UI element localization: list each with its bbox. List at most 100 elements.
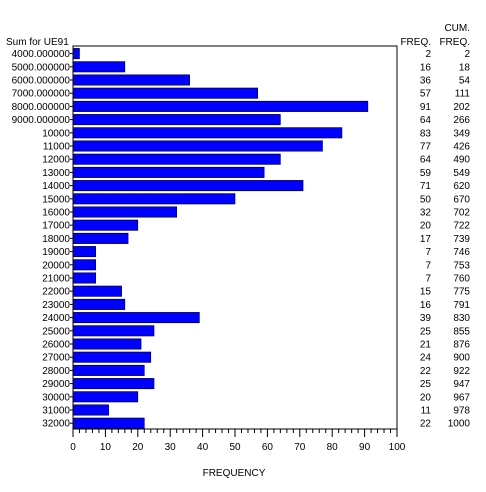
cum-freq-value: 702 (453, 208, 470, 219)
bar (72, 351, 152, 363)
freq-value: 59 (420, 168, 432, 179)
freq-value: 7 (425, 274, 431, 285)
freq-value: 91 (420, 102, 432, 113)
cum-freq-value: 111 (455, 89, 471, 100)
bar (72, 61, 126, 73)
y-tick-label: 25000 (42, 326, 70, 337)
x-tick-label: 10 (100, 442, 112, 453)
freq-value: 25 (420, 326, 432, 337)
freq-value: 20 (420, 221, 432, 232)
y-tick-label: 4000.000000 (12, 49, 71, 60)
cum-freq-value: 349 (453, 128, 470, 139)
cum-freq-value: 900 (453, 353, 470, 364)
y-tick-label: 30000 (42, 392, 70, 403)
y-tick-label: 16000 (42, 208, 70, 219)
cum-freq-value: 978 (453, 406, 470, 417)
freq-value: 16 (420, 62, 432, 73)
x-tick-label: 50 (229, 442, 241, 453)
bar (72, 298, 126, 310)
y-tick-label: 28000 (42, 366, 70, 377)
cum-freq-value: 753 (453, 260, 470, 271)
bar (72, 364, 145, 376)
freq-value: 36 (420, 76, 432, 87)
freq-value: 32 (420, 208, 432, 219)
y-tick-label: 24000 (42, 313, 70, 324)
y-tick-label: 23000 (42, 300, 70, 311)
bar (72, 166, 265, 178)
bar (72, 193, 236, 205)
freq-value: 77 (420, 142, 432, 153)
y-tick-label: 27000 (42, 353, 70, 364)
y-tick-label: 20000 (42, 260, 70, 271)
cum-freq-column-header-line2: FREQ. (439, 37, 470, 48)
bar (72, 232, 129, 244)
x-tick-label: 30 (165, 442, 177, 453)
bar (72, 312, 200, 324)
freq-value: 25 (420, 379, 432, 390)
x-tick-label: 80 (327, 442, 339, 453)
cum-freq-value: 426 (453, 142, 470, 153)
bar (72, 87, 258, 99)
freq-value: 57 (420, 89, 432, 100)
cum-freq-value: 620 (453, 181, 470, 192)
y-tick-label: 22000 (42, 287, 70, 298)
y-tick-label: 15000 (42, 194, 70, 205)
bar (72, 378, 155, 390)
bar (72, 259, 96, 271)
y-tick-label: 31000 (42, 406, 70, 417)
y-tick-label: 12000 (42, 155, 70, 166)
cum-freq-value: 549 (453, 168, 470, 179)
y-axis-title: Sum for UE91 (6, 37, 69, 48)
freq-value: 7 (425, 247, 431, 258)
x-axis-title: FREQUENCY (203, 468, 266, 479)
x-tick-label: 100 (389, 442, 406, 453)
cum-freq-value: 670 (453, 194, 470, 205)
bar (72, 391, 139, 403)
freq-value: 16 (420, 300, 432, 311)
freq-value: 22 (420, 419, 432, 430)
y-tick-label: 29000 (42, 379, 70, 390)
freq-value: 24 (420, 353, 432, 364)
freq-value: 64 (420, 155, 432, 166)
cum-freq-value: 876 (453, 340, 470, 351)
freq-value: 22 (420, 366, 432, 377)
bar (72, 404, 109, 416)
cum-freq-value: 266 (453, 115, 470, 126)
freq-value: 11 (421, 406, 432, 417)
y-tick-label: 19000 (42, 247, 70, 258)
y-tick-label: 21000 (42, 274, 70, 285)
x-tick-label: 70 (294, 442, 306, 453)
cum-freq-value: 967 (453, 392, 470, 403)
cum-freq-value: 1000 (448, 419, 471, 430)
x-tick-label: 90 (359, 442, 371, 453)
cum-freq-value: 855 (453, 326, 470, 337)
freq-value: 39 (420, 313, 432, 324)
cum-freq-value: 202 (453, 102, 470, 113)
freq-value: 17 (420, 234, 432, 245)
cum-freq-value: 947 (453, 379, 470, 390)
y-tick-label: 26000 (42, 340, 70, 351)
y-tick-label: 14000 (42, 181, 70, 192)
y-tick-label: 8000.000000 (12, 102, 71, 113)
bar (72, 285, 122, 297)
cum-freq-value: 830 (453, 313, 470, 324)
x-tick-label: 0 (70, 442, 76, 453)
y-tick-label: 7000.000000 (12, 89, 71, 100)
y-tick-label: 5000.000000 (12, 62, 71, 73)
y-tick-label: 18000 (42, 234, 70, 245)
x-tick-label: 60 (262, 442, 274, 453)
cum-freq-value: 775 (453, 287, 470, 298)
freq-value: 50 (420, 194, 432, 205)
cum-freq-value: 739 (453, 234, 470, 245)
bar (72, 206, 177, 218)
bar (72, 180, 304, 192)
y-tick-label: 32000 (42, 419, 70, 430)
bar (72, 272, 96, 284)
bar (72, 153, 281, 165)
freq-value: 20 (420, 392, 432, 403)
x-tick-label: 40 (197, 442, 209, 453)
cum-freq-column-header-line1: CUM. (444, 23, 470, 34)
bar (72, 74, 190, 86)
